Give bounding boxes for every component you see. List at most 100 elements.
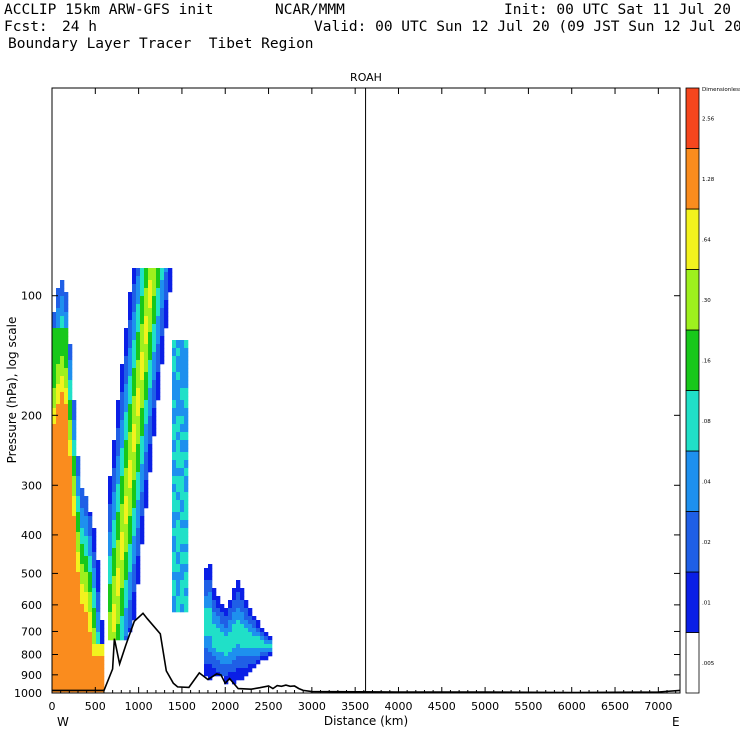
tracer-cell — [184, 368, 189, 373]
tracer-cell — [184, 380, 189, 385]
tracer-cell — [172, 608, 177, 613]
tracer-cell — [128, 352, 133, 357]
tracer-cell — [164, 300, 169, 305]
tracer-cell — [140, 368, 145, 373]
tracer-cell — [140, 396, 145, 401]
tracer-cell — [76, 468, 81, 473]
tracer-cell — [220, 608, 225, 613]
tracer-cell — [256, 640, 261, 645]
tracer-cell — [132, 548, 137, 553]
tracer-cell — [148, 460, 153, 465]
tracer-cell — [68, 668, 73, 673]
tracer-cell — [72, 492, 77, 497]
tracer-cell — [92, 552, 97, 557]
tracer-cell — [60, 508, 65, 513]
tracer-cell — [60, 480, 65, 485]
tracer-cell — [60, 572, 65, 577]
tracer-cell — [56, 644, 61, 649]
tracer-cell — [56, 344, 61, 349]
tracer-cell — [64, 356, 69, 361]
tracer-cell — [172, 592, 177, 597]
tracer-cell — [68, 384, 73, 389]
tracer-cell — [60, 424, 65, 429]
tracer-cell — [60, 304, 65, 309]
tracer-cell — [92, 684, 97, 689]
tracer-cell — [132, 568, 137, 573]
tracer-cell — [236, 648, 241, 653]
tracer-cell — [64, 564, 69, 569]
tracer-cell — [52, 488, 57, 493]
tracer-cell — [140, 464, 145, 469]
tracer-cell — [224, 644, 229, 649]
tracer-cell — [132, 616, 137, 621]
tracer-cell — [232, 612, 237, 617]
tracer-cell — [64, 464, 69, 469]
tracer-cell — [56, 496, 61, 501]
tracer-cell — [248, 616, 253, 621]
tracer-cell — [56, 400, 61, 405]
tracer-cell — [140, 416, 145, 421]
tracer-cell — [120, 532, 125, 537]
tracer-cell — [176, 500, 181, 505]
tracer-cell — [252, 620, 257, 625]
tracer-cell — [76, 492, 81, 497]
tracer-cell — [88, 520, 93, 525]
tracer-cell — [108, 548, 113, 553]
tracer-cell — [172, 596, 177, 601]
tracer-cell — [80, 576, 85, 581]
tracer-cell — [68, 500, 73, 505]
tracer-cell — [76, 476, 81, 481]
tracer-cell — [180, 432, 185, 437]
tracer-cell — [64, 552, 69, 557]
tracer-cell — [128, 296, 133, 301]
tracer-cell — [52, 564, 57, 569]
tracer-cell — [64, 424, 69, 429]
tracer-cell — [140, 524, 145, 529]
tracer-cell — [136, 324, 141, 329]
x-tick-label: 1000 — [125, 700, 153, 713]
tracer-cell — [176, 404, 181, 409]
tracer-cell — [88, 640, 93, 645]
tracer-cell — [160, 280, 165, 285]
tracer-cell — [140, 536, 145, 541]
tracer-cell — [132, 504, 137, 509]
tracer-cell — [144, 428, 149, 433]
tracer-cell — [96, 576, 101, 581]
tracer-cell — [116, 496, 121, 501]
tracer-cell — [76, 464, 81, 469]
tracer-cell — [172, 404, 177, 409]
tracer-cell — [136, 384, 141, 389]
tracer-cell — [136, 436, 141, 441]
tracer-cell — [132, 392, 137, 397]
tracer-cell — [60, 428, 65, 433]
tracer-cell — [120, 576, 125, 581]
tracer-cell — [128, 460, 133, 465]
tracer-cell — [68, 380, 73, 385]
tracer-cell — [128, 548, 133, 553]
tracer-cell — [88, 560, 93, 565]
tracer-cell — [148, 284, 153, 289]
tracer-cell — [84, 620, 89, 625]
tracer-cell — [68, 616, 73, 621]
tracer-cell — [60, 680, 65, 685]
tracer-cell — [112, 444, 117, 449]
tracer-cell — [100, 664, 105, 669]
tracer-cell — [120, 552, 125, 557]
tracer-cell — [52, 456, 57, 461]
tracer-cell — [236, 668, 241, 673]
tracer-cell — [176, 496, 181, 501]
tracer-cell — [208, 668, 213, 673]
tracer-cell — [56, 396, 61, 401]
tracer-cell — [128, 488, 133, 493]
tracer-cell — [92, 632, 97, 637]
tracer-cell — [136, 448, 141, 453]
tracer-cell — [84, 544, 89, 549]
tracer-cell — [132, 440, 137, 445]
tracer-cell — [140, 300, 145, 305]
tracer-cell — [136, 460, 141, 465]
tracer-cell — [52, 520, 57, 525]
tracer-cell — [128, 508, 133, 513]
tracer-cell — [52, 664, 57, 669]
tracer-cell — [116, 600, 121, 605]
tracer-cell — [124, 388, 129, 393]
